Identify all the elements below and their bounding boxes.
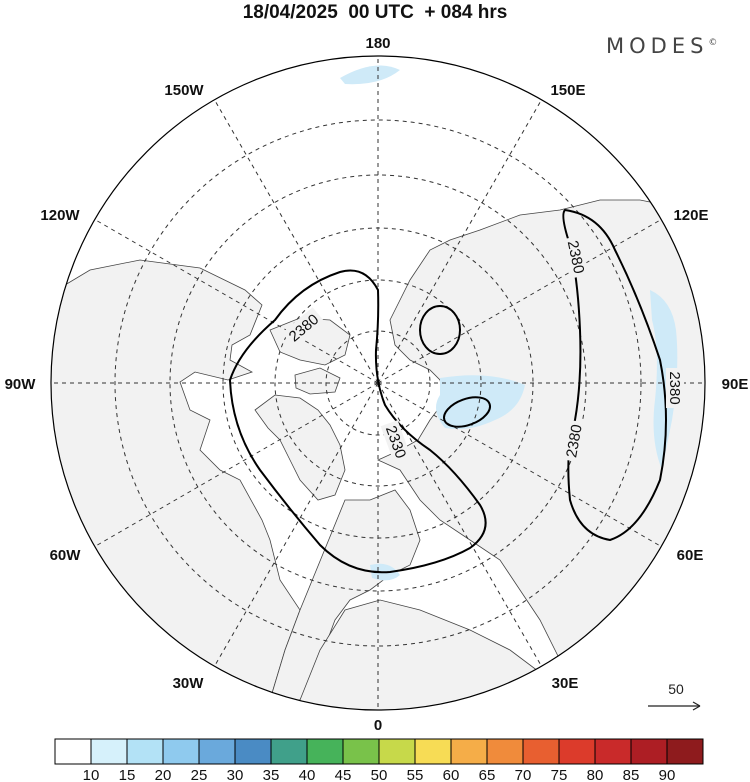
lon-label-0: 0: [374, 717, 382, 734]
colorbar-box: [54, 738, 92, 765]
contour-closed-low-2: [443, 396, 491, 428]
lon-label-120w: 120W: [40, 207, 80, 224]
colorbar-tick-label: 45: [335, 767, 352, 782]
contour-label-2380-c: 2380: [666, 371, 683, 404]
contour-label-bg: [666, 368, 684, 408]
lon-label-150w: 150W: [164, 82, 204, 99]
contour-label-2380-d: 2380: [563, 423, 586, 459]
colorbar-tick-label: 75: [551, 767, 568, 782]
colorbar-box: [342, 738, 380, 765]
meridian-line: [377, 382, 662, 547]
landmass-greenland: [254, 394, 346, 501]
colorbar-tick-label: 15: [119, 767, 136, 782]
chart-title: 18/04/2025 00 UTC + 084 hrs: [242, 2, 508, 23]
colorbar-box: [594, 738, 632, 765]
colorbar-tick-label: 85: [623, 767, 640, 782]
meridian-line: [214, 99, 379, 384]
landmass-europe: [269, 489, 421, 701]
lon-label-30e: 30E: [552, 675, 579, 692]
colorbar-ticks: 10 15 20 25 30 35 40 45 50 55 60 65 70 75 80 85 90: [83, 767, 676, 782]
colorbar-box: [630, 738, 668, 765]
colorbar-box: [162, 738, 200, 765]
lon-label-30w: 30W: [173, 675, 205, 692]
landmass-eurasia: [377, 199, 705, 701]
colorbar-tick-label: 60: [443, 767, 460, 782]
contour-label-bg: [380, 420, 412, 464]
colorbar-tick-label: 50: [371, 767, 388, 782]
contour-label-2380-b: 2380: [564, 239, 588, 275]
colorbar-tick-label: 90: [659, 767, 676, 782]
colorbar-box: [522, 738, 560, 765]
arrow-head-icon: [692, 701, 701, 711]
lon-label-90w: 90W: [5, 376, 37, 393]
brand-name: MODES: [606, 34, 709, 58]
landmass-africa: [299, 599, 561, 710]
lon-label-60w: 60W: [50, 547, 82, 564]
reference-vector: 50: [648, 681, 701, 711]
colorbar-boxes: [54, 738, 704, 765]
colorbar-box: [306, 738, 344, 765]
shaded-area-siberia: [436, 375, 525, 429]
colorbar-box: [90, 738, 128, 765]
colorbar: 10 15 20 25 30 35 40 45 50 55 60 65 70 75 80 85 90: [54, 738, 704, 782]
colorbar-box: [450, 738, 488, 765]
colorbar-tick-label: 70: [515, 767, 532, 782]
landmass-arctic-islands-2: [294, 367, 341, 395]
contour-label-bg: [563, 235, 589, 279]
contour-closed-low-1: [419, 305, 461, 355]
colorbar-tick-label: 30: [227, 767, 244, 782]
colorbar-tick-label: 25: [191, 767, 208, 782]
shaded-area-north: [340, 65, 400, 85]
latitude-circle: [114, 119, 642, 647]
copyright-mark: ©: [708, 38, 718, 48]
colorbar-tick-label: 80: [587, 767, 604, 782]
colorbar-box: [378, 738, 416, 765]
colorbar-tick-label: 40: [299, 767, 316, 782]
brand-logo: MODES©: [606, 34, 717, 58]
colorbar-tick-label: 20: [155, 767, 172, 782]
colorbar-box: [198, 738, 236, 765]
colorbar-box: [234, 738, 272, 765]
meridian-line: [377, 99, 542, 384]
contour-2380-west: [228, 269, 487, 574]
contour-2380-east: [562, 208, 667, 542]
colorbar-box: [486, 738, 524, 765]
graticule: [51, 56, 705, 710]
map-boundary: [50, 55, 706, 711]
colorbar-tick-label: 65: [479, 767, 496, 782]
reference-vector-label: 50: [668, 681, 684, 697]
colorbar-tick-label: 35: [263, 767, 280, 782]
lon-label-120e: 120E: [673, 207, 708, 224]
lon-label-180: 180: [365, 35, 390, 52]
meridian-line: [214, 382, 379, 667]
longitude-labels: 180 150E 120E 90E 60E 30E 0 30W 60W 90W …: [5, 35, 749, 734]
colorbar-box: [414, 738, 452, 765]
contour-label-bg: [561, 419, 587, 463]
colorbar-tick-label: 55: [407, 767, 424, 782]
contour-layer: [228, 208, 667, 574]
meridian-line: [94, 219, 379, 384]
colorbar-tick-label: 10: [83, 767, 100, 782]
colorbar-box: [270, 738, 308, 765]
colorbar-box: [666, 738, 704, 765]
meridian-line: [377, 382, 542, 667]
meridian-line: [94, 382, 379, 547]
latitude-circle: [274, 279, 482, 487]
colorbar-box: [126, 738, 164, 765]
colorbar-box: [558, 738, 596, 765]
lon-label-150e: 150E: [550, 82, 585, 99]
contour-label-bg: [281, 307, 325, 347]
lon-label-90e: 90E: [722, 376, 749, 393]
lon-label-60e: 60E: [677, 547, 704, 564]
